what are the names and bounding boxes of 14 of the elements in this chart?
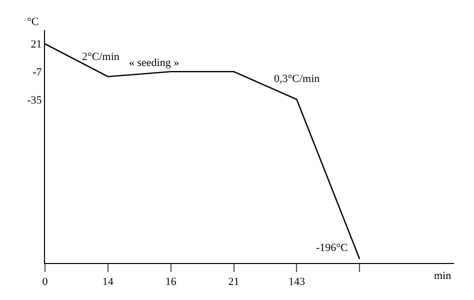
y-tick-label: -35 bbox=[27, 94, 42, 106]
annotation: « seeding » bbox=[129, 57, 180, 69]
x-tick-label: 21 bbox=[228, 276, 240, 288]
annotation: -196°C bbox=[316, 242, 348, 254]
x-axis-title: min bbox=[434, 270, 452, 282]
annotation: 0,3°C/min bbox=[274, 73, 320, 85]
y-tick-label: -7 bbox=[32, 66, 42, 78]
x-tick-label: 14 bbox=[102, 276, 114, 288]
x-tick-label: 16 bbox=[165, 276, 177, 288]
y-tick-label: 21 bbox=[30, 38, 42, 51]
y-axis-title: °C bbox=[27, 16, 39, 28]
x-tick-label: 143 bbox=[288, 276, 306, 288]
x-tick-label: 0 bbox=[42, 276, 48, 288]
annotation: 2°C/min bbox=[82, 51, 120, 63]
